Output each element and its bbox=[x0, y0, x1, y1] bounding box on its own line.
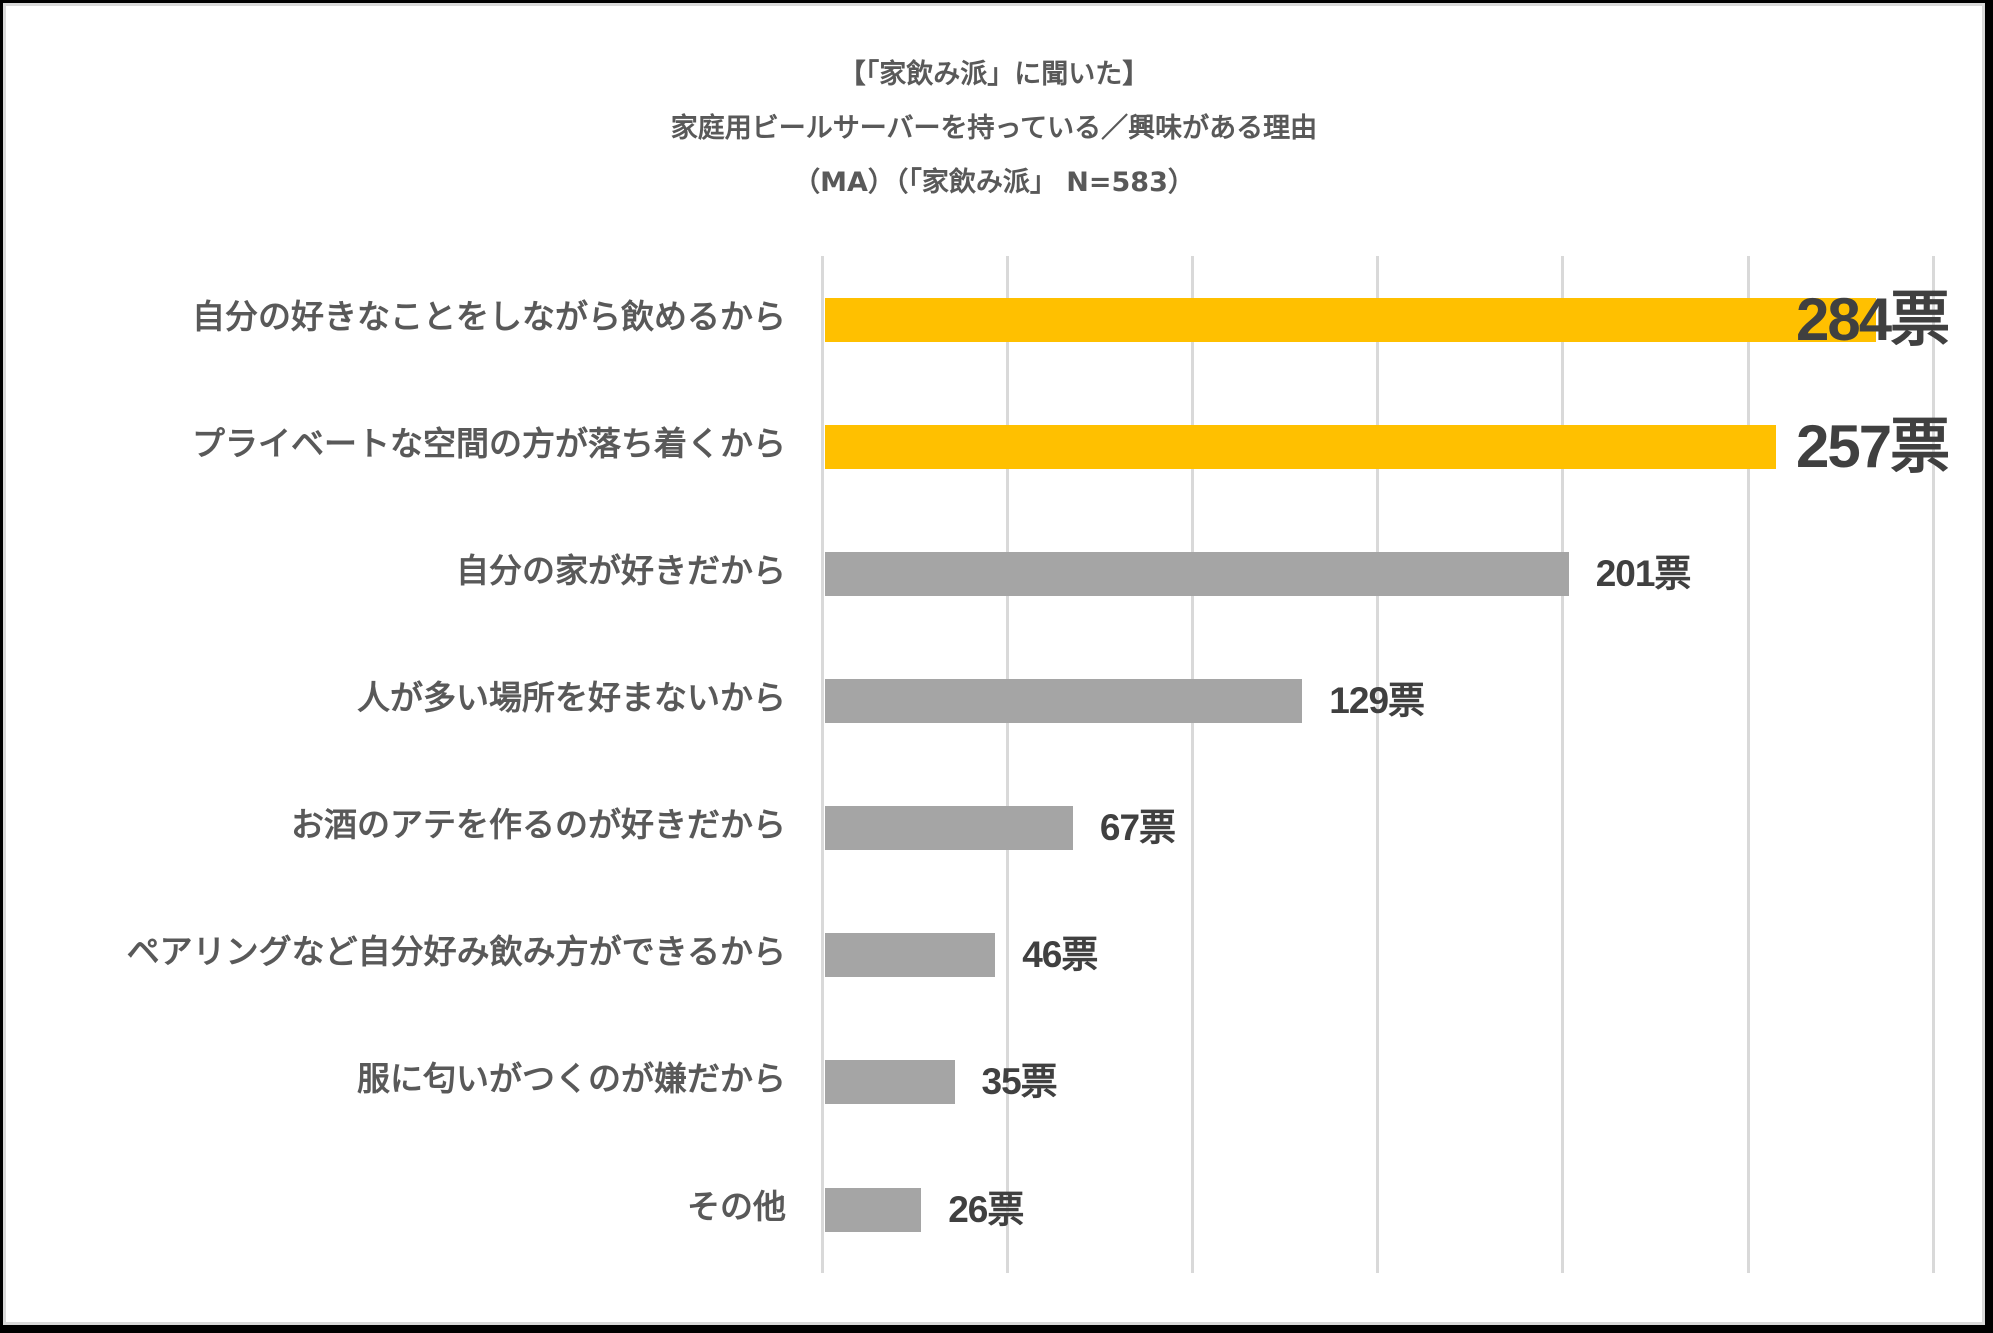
value-label: 35票 bbox=[981, 1061, 1058, 1102]
bar bbox=[825, 552, 1569, 596]
bar bbox=[825, 298, 1876, 342]
category-label: 自分の家が好きだから bbox=[456, 551, 786, 590]
value-label: 67票 bbox=[1099, 807, 1176, 848]
category-label: お酒のアテを作るのが好きだから bbox=[291, 805, 786, 844]
gridline-0 bbox=[821, 256, 824, 1273]
value-label: 46票 bbox=[1022, 934, 1098, 975]
value-label: 201票 bbox=[1595, 553, 1692, 594]
bar-row: 人が多い場所を好まないから 129票 bbox=[6, 678, 1982, 723]
chart-frame: 【「家飲み派」に聞いた】 家庭用ビールサーバーを持っている／興味がある理由 （M… bbox=[3, 3, 1985, 1325]
bar-row: 自分の好きなことをしながら飲めるから 284票 bbox=[6, 286, 1982, 353]
value-label: 284票 bbox=[1796, 286, 1950, 353]
value-label: 129票 bbox=[1329, 680, 1425, 721]
bar bbox=[825, 679, 1303, 723]
bar-row: プライベートな空間の方が落ち着くから 257票 bbox=[6, 413, 1982, 480]
category-label: 服に匂いがつくのが嫌だから bbox=[357, 1059, 786, 1098]
bar bbox=[825, 806, 1073, 850]
value-label: 257票 bbox=[1796, 413, 1950, 480]
bar bbox=[825, 1188, 922, 1232]
bar-row: 服に匂いがつくのが嫌だから 35票 bbox=[6, 1059, 1982, 1104]
bar-row: ペアリングなど自分好み飲み方ができるから 46票 bbox=[6, 932, 1982, 977]
category-label: ペアリングなど自分好み飲み方ができるから bbox=[126, 932, 786, 971]
bar bbox=[825, 425, 1776, 469]
bar bbox=[825, 1060, 955, 1104]
category-label: 人が多い場所を好まないから bbox=[357, 678, 786, 717]
bar-row: お酒のアテを作るのが好きだから 67票 bbox=[6, 805, 1982, 850]
chart-title-line-1: 【「家飲み派」に聞いた】 bbox=[838, 59, 1150, 90]
chart-title-line-3: （MA）（「家飲み派」 N=583） bbox=[793, 167, 1195, 198]
category-label: 自分の好きなことをしながら飲めるから bbox=[192, 297, 786, 336]
bar bbox=[825, 933, 996, 977]
chart-title: 【「家飲み派」に聞いた】 家庭用ビールサーバーを持っている／興味がある理由 （M… bbox=[6, 48, 1982, 210]
gridline-100 bbox=[1191, 256, 1194, 1273]
gridline-300 bbox=[1932, 256, 1935, 1273]
category-label: プライベートな空間の方が落ち着くから bbox=[192, 424, 786, 463]
bar-row: 自分の家が好きだから 201票 bbox=[6, 551, 1982, 596]
value-label: 26票 bbox=[948, 1189, 1024, 1230]
bar-row: その他 26票 bbox=[6, 1187, 1982, 1232]
gridline-150 bbox=[1376, 256, 1379, 1273]
gridline-200 bbox=[1561, 256, 1564, 1273]
chart-title-line-2: 家庭用ビールサーバーを持っている／興味がある理由 bbox=[670, 113, 1318, 144]
category-label: その他 bbox=[687, 1187, 786, 1226]
gridline-50 bbox=[1006, 256, 1009, 1273]
gridline-250 bbox=[1747, 256, 1750, 1273]
plot-area: 自分の好きなことをしながら飲めるから 284票 プライベートな空間の方が落ち着く… bbox=[6, 6, 1982, 1322]
